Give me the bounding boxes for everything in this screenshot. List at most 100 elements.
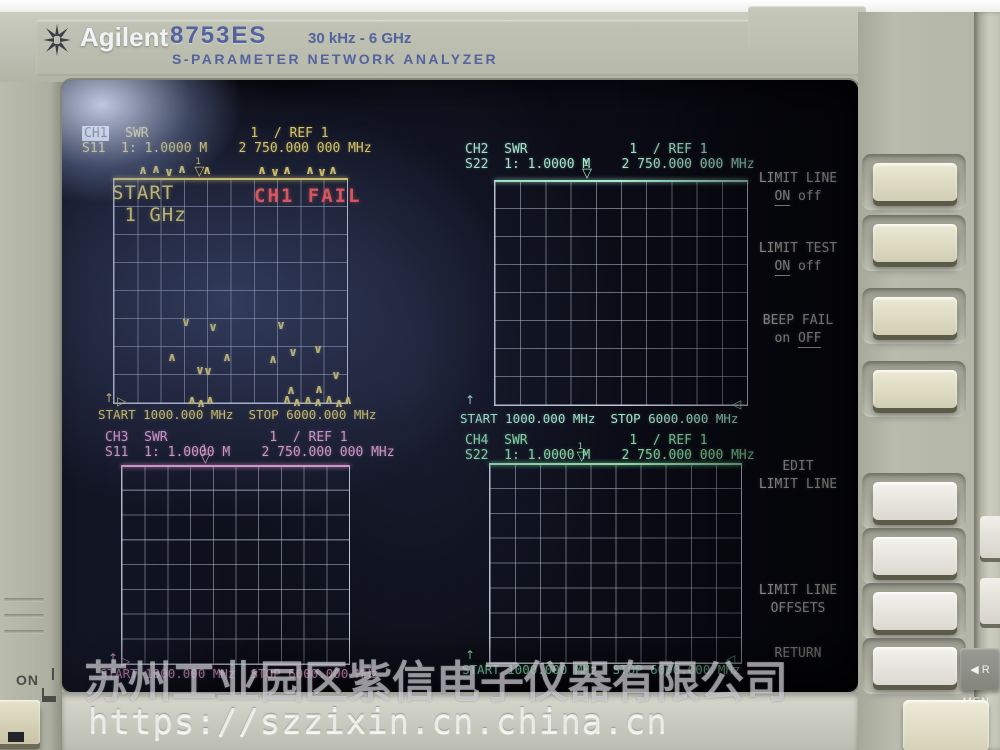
limit-fail-marker: ∧ <box>292 395 302 409</box>
marker-1-icon: 1 ▽ <box>200 444 211 466</box>
softkey-text: RETURN <box>774 646 822 661</box>
sweep-up-arrow-icon: ↑ <box>104 391 115 405</box>
softkey-button-3[interactable] <box>873 297 957 335</box>
limit-fail-marker: ∧ <box>343 393 353 407</box>
limit-fail-marker: ∧ <box>196 396 206 410</box>
limit-fail-marker: ∧ <box>167 350 177 364</box>
graticule-ch4: 1 ▽ <box>489 442 742 664</box>
softkey-label-5: LIMIT LINE OFFSETS <box>742 582 854 618</box>
prior-menu-key-label: ◀ R <box>970 663 990 676</box>
frequency-range: 30 kHz - 6 GHz <box>308 30 412 47</box>
watermark-url: https://szzixin.cn.china.cn <box>88 702 668 742</box>
left-bezel <box>0 82 62 750</box>
softkey-label-2: LIMIT TEST ON off <box>742 240 854 276</box>
channel-header-ch1: CH1 SWR 1 / REF 1 S11 1: 1.0000 M 2 750.0… <box>82 126 372 156</box>
softkey-text: OFFSETS <box>770 601 826 616</box>
softkey-text: EDIT <box>782 459 814 474</box>
softkey-text: off <box>790 189 822 204</box>
softkey-text: LIMIT LINE <box>758 477 838 492</box>
limit-fail-marker: ∨ <box>164 165 174 179</box>
vent-line <box>4 630 44 634</box>
graticule-ch1: 1 ▽ <box>113 157 348 404</box>
softkey-button-8[interactable] <box>873 647 957 685</box>
softkey-button-7[interactable] <box>873 592 957 630</box>
softkey-button-2[interactable] <box>873 224 957 262</box>
softkey-state-active: OFF <box>798 331 822 348</box>
graticule-ch3: 1 ▽ <box>121 444 350 665</box>
channel-header-ch4: CH4 SWR 1 / REF 1 S22 1: 1.0000 M 2 750.0… <box>465 433 755 463</box>
limit-fail-marker: ∧ <box>138 163 148 177</box>
graticule-ch2: 1 ▽ <box>494 159 748 406</box>
softkey-text: off <box>790 259 822 274</box>
channel-badge-ch4: CH4 <box>465 433 489 448</box>
softkey-text: LIMIT LINE <box>758 171 838 186</box>
limit-fail-marker: ∧ <box>334 396 344 410</box>
limit-fail-marker: ∧ <box>324 392 334 406</box>
limit-fail-marker: ∧ <box>282 163 292 177</box>
agilent-spark-icon <box>40 22 74 58</box>
channel-badge-ch3: CH3 <box>105 430 129 445</box>
limit-fail-marker: ∨ <box>331 368 341 382</box>
limit-fail-marker: ∧ <box>257 163 267 177</box>
limit-fail-marker: ∨ <box>203 364 213 378</box>
channel-badge-ch2: CH2 <box>465 142 489 157</box>
sweep-right-triangle-icon: ▷ <box>117 394 127 408</box>
brand-name: Agilent <box>80 22 169 52</box>
limit-fail-marker: ∧ <box>187 393 197 407</box>
channel-badge-ch1: CH1 <box>82 126 110 141</box>
marker-1-icon: 1 ▽ <box>576 442 587 464</box>
power-button-mark <box>8 732 24 742</box>
sweep-right-triangle-icon: ▷ <box>121 654 131 668</box>
sweep-range-ch4: START 1000.000 MHz STOP 6000.000 MHz <box>462 662 741 677</box>
top-bezel <box>0 12 1000 84</box>
softkey-button-4[interactable] <box>873 370 957 408</box>
sweep-left-triangle-icon: ◁ <box>732 397 742 411</box>
partial-key[interactable] <box>980 516 1000 558</box>
channel-marker-readout: S22 1: 1.0000 M 2 750.000 000 MHz <box>465 157 755 172</box>
sweep-up-arrow-icon: ↑ <box>465 648 476 662</box>
partial-key[interactable] <box>980 578 1000 624</box>
sweep-range-ch2: START 1000.000 MHz STOP 6000.000 MHz <box>460 411 739 426</box>
bottom-bezel <box>62 692 858 750</box>
softkey-button-6[interactable] <box>873 537 957 575</box>
softkey-button-5[interactable] <box>873 482 957 520</box>
ch1-fail-status: CH1 FAIL <box>254 185 362 207</box>
power-switch-icon <box>42 688 56 702</box>
channel-format-ref: SWR 1 / REF 1 <box>128 430 348 445</box>
model-number: 8753ES <box>170 22 268 49</box>
limit-fail-marker: ∧ <box>313 395 323 409</box>
sweep-up-arrow-icon: ↑ <box>108 651 119 665</box>
channel-header-ch3: CH3 SWR 1 / REF 1 S11 1: 1.0000 M 2 750.0… <box>105 430 395 460</box>
vent-line <box>4 598 44 602</box>
sweep-range-ch1: START 1000.000 MHz STOP 6000.000 MHz <box>98 407 377 422</box>
softkey-button-1[interactable] <box>873 163 957 201</box>
channel-format-ref: SWR 1 / REF 1 <box>488 142 708 157</box>
limit-fail-marker: ∧ <box>305 163 315 177</box>
channel-format-ref: SWR 1 / REF 1 <box>488 433 708 448</box>
top-bezel-tab <box>748 6 866 50</box>
limit-fail-marker: ∧ <box>177 162 187 176</box>
softkey-text: BEEP FAIL <box>762 313 834 328</box>
channel-marker-readout: S11 1: 1.0000 M 2 750.000 000 MHz <box>82 141 372 156</box>
sweep-left-triangle-icon: ◁ <box>726 652 736 666</box>
softkey-label-6: RETURN <box>742 645 854 663</box>
softkey-text: on <box>774 331 798 346</box>
sweep-range-ch3: START 1000.000 MHz STOP 6000.000 MHz <box>100 666 379 681</box>
limit-fail-marker: ∧ <box>222 350 232 364</box>
channel-marker-readout: S11 1: 1.0000 M 2 750.000 000 MHz <box>105 445 395 460</box>
softkey-label-1: LIMIT LINE ON off <box>742 170 854 206</box>
vent-line <box>4 614 44 618</box>
channel-format-ref: SWR 1 / REF 1 <box>109 126 329 141</box>
softkey-state-active: ON <box>774 259 791 276</box>
crt-screen: CH1 SWR 1 / REF 1 S11 1: 1.0000 M 2 750.0… <box>62 80 858 692</box>
softkey-label-3: BEEP FAIL on OFF <box>742 312 854 348</box>
limit-fail-marker: ∧ <box>268 352 278 366</box>
limit-fail-marker: ∧ <box>328 163 338 177</box>
prior-menu-key[interactable]: ◀ R <box>960 648 1000 690</box>
softkey-state-active: ON <box>774 189 791 206</box>
limit-fail-marker: ∨ <box>313 342 323 356</box>
limit-fail-marker: ∧ <box>202 163 212 177</box>
limit-fail-marker: ∧ <box>282 392 292 406</box>
limit-fail-marker: ∨ <box>270 165 280 179</box>
partial-key[interactable] <box>903 700 989 750</box>
